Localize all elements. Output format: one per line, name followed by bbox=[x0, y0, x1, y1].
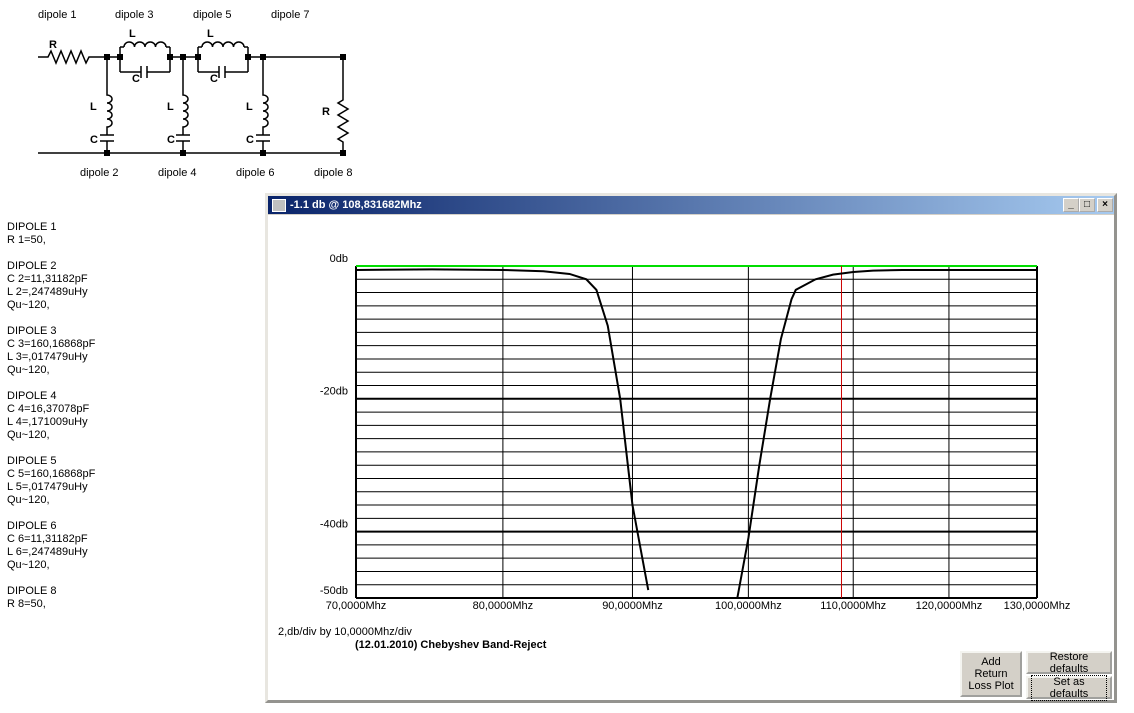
component-value: L 6=,247489uHy bbox=[7, 546, 88, 558]
x-tick-label: 70,0000Mhz bbox=[326, 600, 387, 612]
dipole-label: dipole 7 bbox=[271, 9, 310, 21]
component-symbol: C bbox=[246, 134, 254, 146]
y-tick-label: 0db bbox=[330, 253, 348, 265]
component-value: Qu~120, bbox=[7, 364, 50, 376]
dipole-label: dipole 1 bbox=[38, 9, 77, 21]
component-symbol: C bbox=[132, 73, 140, 85]
component-value: L 2=,247489uHy bbox=[7, 286, 88, 298]
component-symbol: R bbox=[49, 39, 57, 51]
dipole-label: dipole 4 bbox=[158, 167, 197, 179]
window-icon bbox=[272, 199, 286, 212]
component-title: DIPOLE 1 bbox=[7, 221, 57, 233]
button-label: Restore defaults bbox=[1049, 650, 1089, 675]
component-value: Qu~120, bbox=[7, 299, 50, 311]
window-title: -1.1 db @ 108,831682Mhz bbox=[290, 199, 422, 211]
dipole-label: dipole 3 bbox=[115, 9, 154, 21]
set-defaults-button[interactable]: Set as defaults bbox=[1026, 674, 1112, 701]
component-title: DIPOLE 6 bbox=[7, 520, 57, 532]
y-tick-label: -50db bbox=[320, 585, 348, 597]
component-title: DIPOLE 3 bbox=[7, 325, 57, 337]
x-tick-label: 90,0000Mhz bbox=[602, 600, 663, 612]
title-bar: -1.1 db @ 108,831682Mhz _ □ × bbox=[268, 196, 1114, 214]
add-return-loss-button[interactable]: Add Return Loss Plot bbox=[960, 651, 1022, 697]
component-title: DIPOLE 8 bbox=[7, 585, 57, 597]
component-value: L 4=,171009uHy bbox=[7, 416, 88, 428]
component-value: L 5=,017479uHy bbox=[7, 481, 88, 493]
x-tick-label: 130,0000Mhz bbox=[1004, 600, 1071, 612]
component-value: Qu~120, bbox=[7, 494, 50, 506]
dipole-label: dipole 8 bbox=[314, 167, 353, 179]
response-curve bbox=[355, 268, 1037, 599]
component-value: Qu~120, bbox=[7, 559, 50, 571]
scale-note: 2,db/div by 10,0000Mhz/div bbox=[278, 626, 412, 638]
component-symbol: R bbox=[322, 106, 330, 118]
y-tick-label: -20db bbox=[320, 386, 348, 398]
chart-title: (12.01.2010) Chebyshev Band-Reject bbox=[355, 639, 547, 651]
component-symbol: L bbox=[207, 28, 214, 40]
schematic-wires bbox=[38, 41, 350, 156]
component-title: DIPOLE 5 bbox=[7, 455, 57, 467]
plot-window: -1.1 db @ 108,831682Mhz _ □ × 70,0000Mhz… bbox=[265, 193, 1117, 703]
dipole-label: dipole 2 bbox=[80, 167, 119, 179]
button-label: Add Return Loss Plot bbox=[968, 656, 1014, 692]
component-value: C 6=11,31182pF bbox=[7, 533, 88, 545]
x-tick-label: 80,0000Mhz bbox=[473, 600, 534, 612]
minimize-button[interactable]: _ bbox=[1063, 198, 1079, 212]
client-area: 70,0000Mhz 80,0000Mhz 90,0000Mhz 100,0000Mh… bbox=[268, 215, 1114, 701]
component-value: R 8=50, bbox=[7, 598, 46, 610]
component-value: L 3=,017479uHy bbox=[7, 351, 88, 363]
chart: 70,0000Mhz 80,0000Mhz 90,0000Mhz 100,0000Mh… bbox=[278, 253, 1071, 651]
component-value: C 4=16,37078pF bbox=[7, 403, 90, 415]
component-value: R 1=50, bbox=[7, 234, 46, 246]
x-tick-label: 120,0000Mhz bbox=[916, 600, 983, 612]
component-title: DIPOLE 2 bbox=[7, 260, 57, 272]
x-tick-label: 110,0000Mhz bbox=[820, 600, 886, 612]
component-symbol: L bbox=[90, 101, 97, 113]
dipole-label: dipole 6 bbox=[236, 167, 275, 179]
component-symbol: C bbox=[210, 73, 218, 85]
component-value: C 3=160,16868pF bbox=[7, 338, 96, 350]
maximize-button[interactable]: □ bbox=[1079, 198, 1095, 212]
y-tick-label: -40db bbox=[320, 519, 348, 531]
x-tick-label: 100,0000Mhz bbox=[715, 600, 782, 612]
component-symbol: L bbox=[129, 28, 136, 40]
button-label: Set as defaults bbox=[1031, 674, 1107, 701]
component-symbol: L bbox=[246, 101, 253, 113]
component-title: DIPOLE 4 bbox=[7, 390, 57, 402]
restore-defaults-button[interactable]: Restore defaults bbox=[1026, 650, 1112, 675]
component-symbol: L bbox=[167, 101, 174, 113]
dipole-label: dipole 5 bbox=[193, 9, 232, 21]
component-value: C 2=11,31182pF bbox=[7, 273, 88, 285]
component-value: C 5=160,16868pF bbox=[7, 468, 96, 480]
component-symbol: C bbox=[167, 134, 175, 146]
close-button[interactable]: × bbox=[1097, 198, 1113, 212]
component-value: Qu~120, bbox=[7, 429, 50, 441]
schematic: dipole 1 dipole 3 dipole 5 dipole 7 dipo… bbox=[38, 9, 353, 179]
component-symbol: C bbox=[90, 134, 98, 146]
